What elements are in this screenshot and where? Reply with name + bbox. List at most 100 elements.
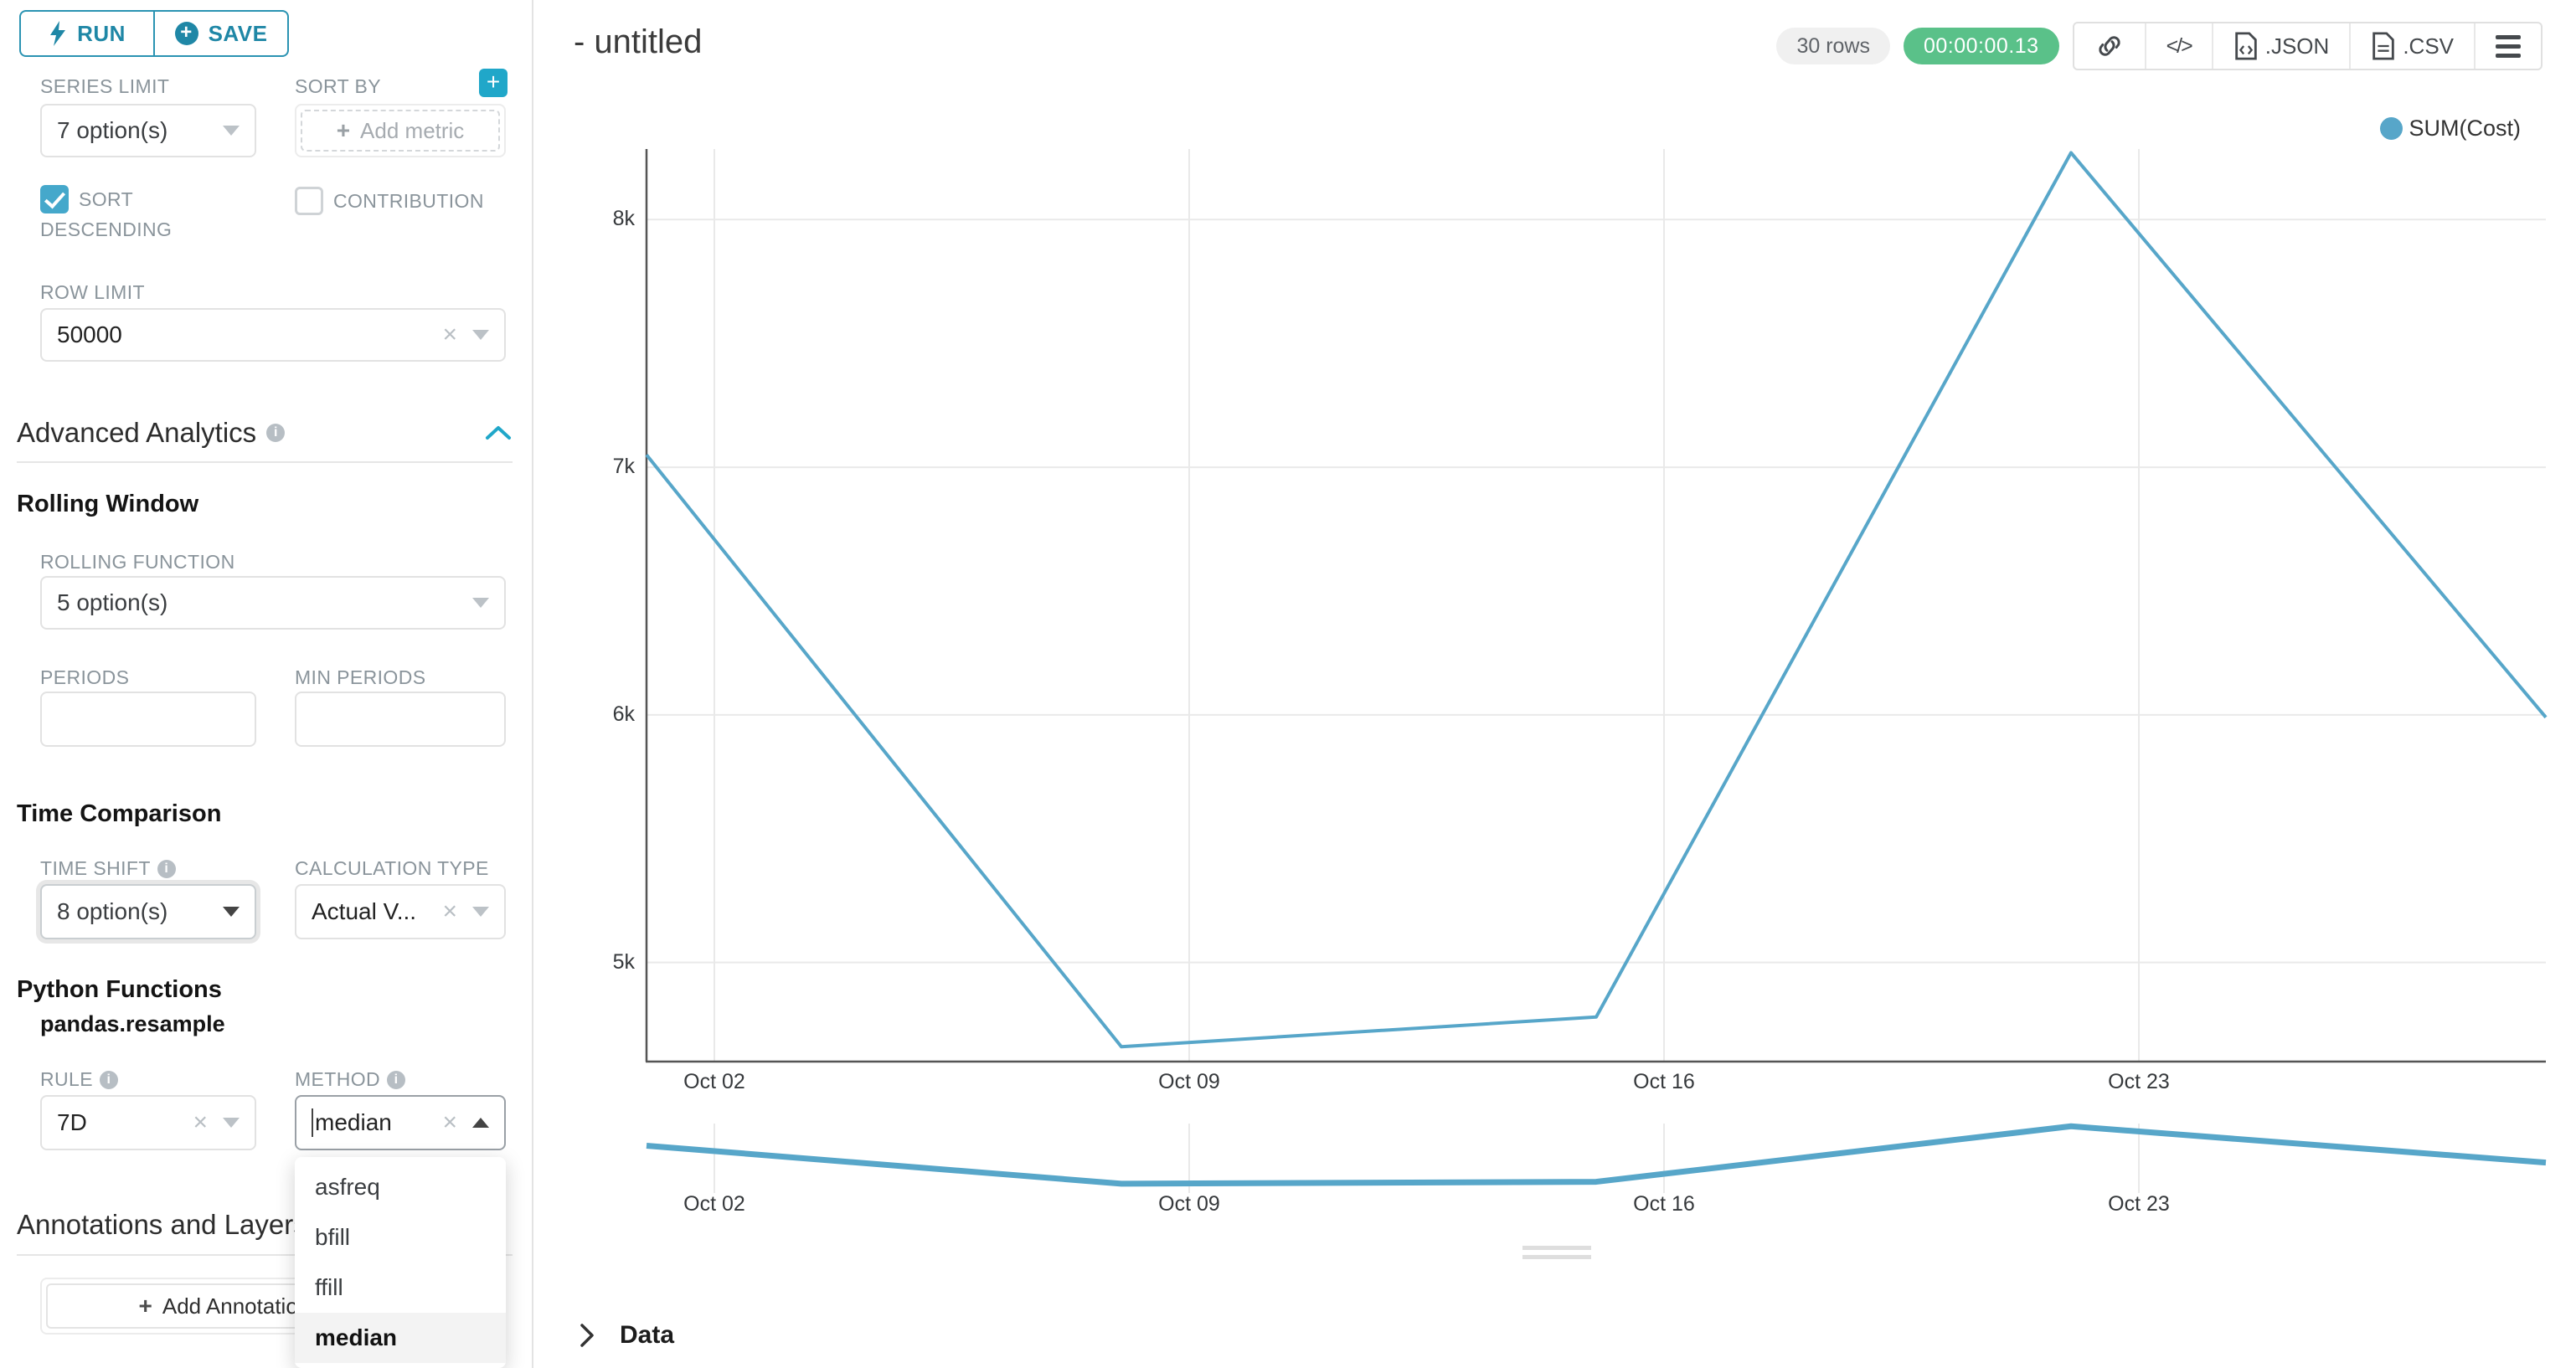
link-icon (2098, 36, 2120, 56)
rule-select[interactable]: 7D (40, 1095, 256, 1150)
save-button[interactable]: SAVE (153, 12, 287, 55)
clear-icon[interactable] (442, 899, 457, 924)
mini-x-axis-tick-label: Oct 23 (2108, 1192, 2170, 1216)
copy-link-button[interactable] (2074, 23, 2145, 69)
y-axis-tick-label: 6k (612, 702, 635, 726)
query-timer-badge: 00:00:00.13 (1904, 28, 2059, 64)
export-json-button[interactable]: .JSON (2211, 23, 2350, 69)
run-save-button-group: RUN SAVE (19, 10, 289, 57)
legend-label: SUM(Cost) (2409, 116, 2522, 141)
add-metric-plus-button[interactable] (479, 69, 507, 97)
contribution-field: CONTRIBUTION (295, 186, 513, 216)
x-axis-tick-label: Oct 09 (1158, 1070, 1220, 1093)
method-option-median[interactable]: median (295, 1313, 506, 1363)
y-axis-tick-label: 7k (612, 455, 635, 479)
calculation-type-value: Actual V... (312, 898, 417, 924)
calculation-type-select[interactable]: Actual V... (295, 884, 506, 939)
advanced-analytics-title: Advanced Analytics (17, 417, 257, 448)
contribution-checkbox[interactable] (295, 187, 323, 215)
info-icon (99, 1070, 118, 1089)
time-shift-label: TIME SHIFT (40, 857, 176, 880)
method-label: METHOD (295, 1068, 406, 1091)
advanced-analytics-header[interactable]: Advanced Analytics (17, 417, 513, 449)
mini-x-axis-tick-label: Oct 16 (1633, 1192, 1695, 1216)
x-axis-tick-label: Oct 16 (1633, 1070, 1695, 1093)
chevron-up-icon[interactable] (484, 424, 513, 442)
csv-file-icon (2372, 32, 2395, 60)
header-toolbar: 30 rows 00:00:00.13 </> .JSON .CSV (1776, 22, 2543, 70)
method-option-bfill[interactable]: bfill (315, 1224, 351, 1250)
row-limit-value: 50000 (57, 321, 122, 347)
chevron-down-icon (472, 907, 489, 917)
chevron-down-icon (472, 598, 489, 608)
row-limit-select[interactable]: 50000 (40, 308, 506, 362)
divider (17, 1254, 513, 1256)
min-periods-input[interactable] (295, 692, 506, 747)
y-axis-tick-label: 8k (612, 207, 635, 231)
rolling-window-title: Rolling Window (17, 491, 199, 517)
save-button-label: SAVE (208, 20, 268, 46)
export-button-group: </> .JSON .CSV (2072, 22, 2543, 70)
lightning-icon (50, 21, 66, 46)
time-shift-value: 8 option(s) (57, 898, 168, 924)
chart-line-main (645, 151, 2548, 1049)
menu-button[interactable] (2474, 23, 2541, 69)
mini-x-axis-tick-label: Oct 02 (683, 1192, 745, 1216)
time-comparison-title: Time Comparison (17, 800, 222, 827)
chevron-up-icon (472, 1118, 489, 1128)
chevron-down-icon (223, 1118, 240, 1128)
chevron-down-icon (223, 126, 240, 136)
rows-count-badge: 30 rows (1776, 28, 1890, 64)
time-shift-select[interactable]: 8 option(s) (40, 884, 256, 939)
legend-item[interactable]: SUM(Cost) (2379, 116, 2522, 141)
panel-divider (532, 0, 533, 1368)
panel-resize-handle[interactable] (1522, 1246, 1591, 1264)
annotations-header[interactable]: Annotations and Layers (17, 1209, 513, 1241)
y-axis-tick-label: 5k (612, 949, 635, 974)
chart-line-mini (646, 1123, 2547, 1187)
python-functions-title: Python Functions (17, 976, 222, 1003)
clear-icon[interactable] (442, 322, 457, 347)
embed-code-button[interactable]: </> (2144, 23, 2212, 69)
mini-x-axis-tick-label: Oct 09 (1158, 1192, 1220, 1216)
sort-by-label: SORT BY (295, 75, 381, 97)
export-json-label: .JSON (2264, 33, 2330, 59)
add-metric-label: Add metric (360, 117, 465, 143)
plus-icon: + (138, 1293, 152, 1319)
sort-descending-checkbox[interactable] (40, 185, 69, 213)
export-csv-button[interactable]: .CSV (2349, 23, 2474, 69)
pandas-resample-subtitle: pandas.resample (40, 1011, 225, 1036)
periods-label: PERIODS (40, 666, 130, 688)
plus-circle-icon (174, 22, 198, 45)
chevron-down-icon (223, 907, 240, 917)
x-axis-tick-label: Oct 23 (2108, 1070, 2170, 1093)
run-button-label: RUN (77, 20, 126, 46)
json-file-icon (2234, 32, 2257, 60)
x-axis-tick-label: Oct 02 (683, 1070, 745, 1093)
legend-dot (2379, 117, 2403, 140)
code-icon: </> (2166, 33, 2193, 58)
method-option-asfreq[interactable]: asfreq (315, 1174, 380, 1200)
series-limit-label: SERIES LIMIT (40, 75, 170, 97)
info-icon (157, 859, 176, 878)
chart-title[interactable]: - untitled (574, 23, 703, 60)
method-value: median (315, 1109, 392, 1135)
text-cursor (312, 1108, 313, 1137)
method-dropdown-menu: asfreq bfill ffill median (295, 1157, 506, 1368)
series-limit-select[interactable]: 7 option(s) (40, 104, 256, 157)
run-button[interactable]: RUN (21, 12, 153, 55)
data-panel-label: Data (620, 1321, 675, 1349)
rule-label: RULE (40, 1068, 118, 1091)
rolling-function-label: ROLLING FUNCTION (40, 551, 235, 573)
clear-icon[interactable] (442, 1110, 457, 1135)
data-panel-toggle[interactable]: Data (578, 1321, 674, 1350)
add-metric-button[interactable]: + Add metric (301, 110, 500, 152)
rolling-function-select[interactable]: 5 option(s) (40, 576, 506, 630)
rule-label-text: RULE (40, 1068, 93, 1090)
series-limit-value: 7 option(s) (57, 117, 168, 143)
clear-icon[interactable] (193, 1110, 208, 1135)
method-select[interactable]: median (295, 1095, 506, 1150)
info-icon (387, 1070, 406, 1089)
periods-input[interactable] (40, 692, 256, 747)
method-option-ffill[interactable]: ffill (315, 1274, 343, 1300)
